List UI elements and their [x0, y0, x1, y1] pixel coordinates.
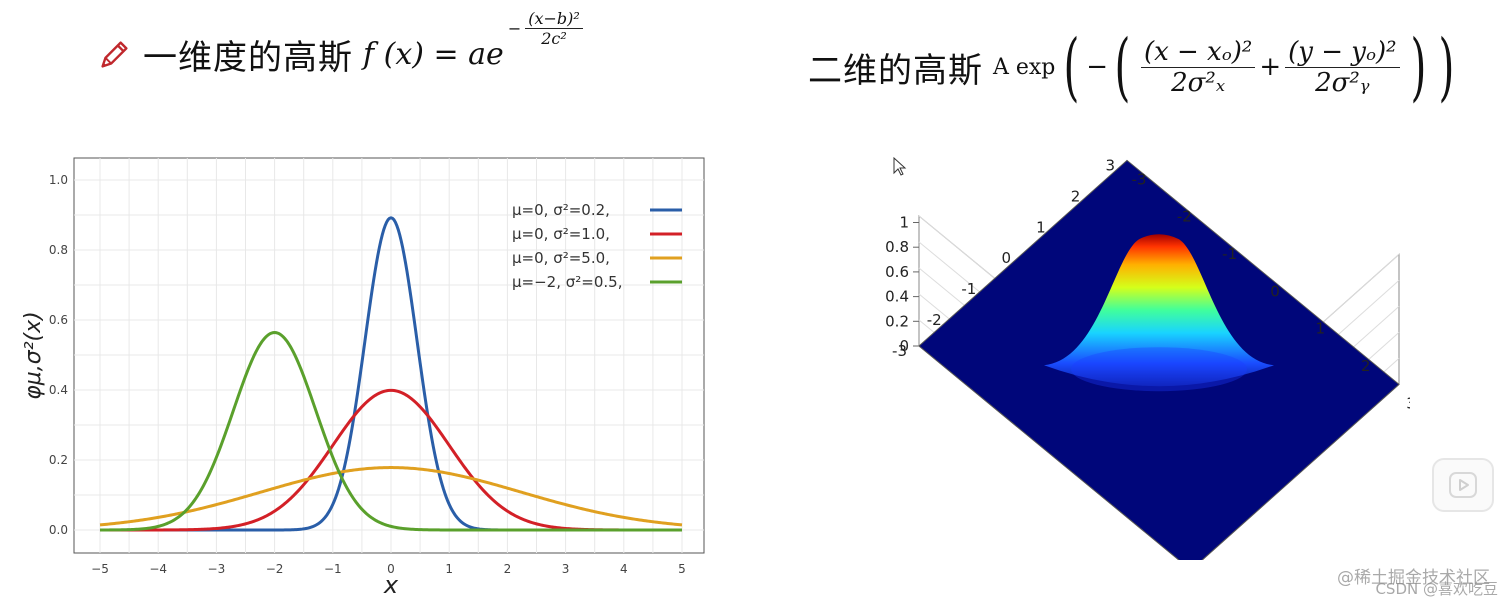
x-tick-label: −2: [266, 562, 284, 576]
z-tick-label: 0: [899, 337, 909, 355]
x-tick-label: 3: [562, 562, 570, 576]
y-tick-label: 3: [1105, 156, 1115, 174]
formula-1d-exp-frac: (x−b)² 2c²: [525, 9, 583, 48]
formula-1d-exp-den: 2c²: [541, 29, 567, 48]
play-button[interactable]: [1432, 458, 1494, 512]
formula-2d: A exp ( − ( (x − xₒ)² 2σ²ₓ + (y − yₒ)² 2…: [993, 30, 1461, 104]
formula-2d-frac2: (y − yₒ)² 2σ²ᵧ: [1285, 37, 1400, 98]
x-tick-label: 1: [445, 562, 453, 576]
surface-base-glow: [1071, 347, 1247, 392]
gaussian-2d-surface-chart: 0 0.2 0.4 0.6 0.8 1 -3 -2 -1 0 1 2 3 -3 -2 -1 0 1 2 3: [885, 156, 1410, 560]
legend-label: μ=0, σ²=0.2,: [512, 201, 610, 219]
y-tick-label: 0.0: [49, 523, 68, 537]
x-tick-label: 4: [620, 562, 628, 576]
heading-2d-gaussian: 二维的高斯 A exp ( − ( (x − xₒ)² 2σ²ₓ + (y − …: [808, 30, 1461, 104]
heading-1d-gaussian: 一维度的高斯 f (x) = ae − (x−b)² 2c²: [95, 9, 587, 79]
y-tick-label: 0.8: [49, 243, 68, 257]
paren-open-outer: (: [1063, 24, 1080, 110]
z-tick-label: 1: [899, 214, 909, 232]
z-tick-label: 0.8: [885, 238, 909, 256]
x-tick-label: 0: [387, 562, 395, 576]
x-tick-label: 2: [504, 562, 512, 576]
z-tick-label: 0.4: [885, 288, 909, 306]
series-line: [99, 331, 682, 532]
y-tick-label: 2: [1071, 187, 1081, 205]
legend-label: μ=0, σ²=5.0,: [512, 249, 610, 267]
cursor-icon: [893, 157, 907, 176]
pencil-icon: [101, 40, 128, 68]
y-tick-label: -2: [927, 311, 942, 329]
y-axis-label: φμ,σ²(x): [21, 311, 46, 399]
x-tick-label: 3: [1406, 394, 1410, 412]
y-tick-label: 0: [1001, 249, 1011, 267]
watermark-csdn: CSDN @喜欢吃豆: [1375, 580, 1498, 598]
formula-1d-lhs: f (x) = ae: [363, 37, 504, 72]
x-tick-label: 1: [1316, 320, 1326, 338]
paren-close-inner: ): [1410, 24, 1426, 110]
y-tick-label: 0.2: [49, 453, 68, 467]
x-tick-label: 0: [1270, 282, 1280, 300]
x-tick-label: −4: [149, 562, 167, 576]
series-line: [99, 466, 683, 527]
x-tick-label: 5: [678, 562, 686, 576]
formula-2d-frac2-num: (y − yₒ)²: [1285, 37, 1400, 68]
y-tick-label: 1: [1036, 218, 1046, 236]
y-tick-label: -1: [961, 280, 976, 298]
legend-label: μ=0, σ²=1.0,: [512, 225, 610, 243]
formula-2d-frac1: (x − xₒ)² 2σ²ₓ: [1140, 37, 1256, 98]
formula-2d-plus: +: [1259, 52, 1282, 82]
y-tick-label: -3: [892, 342, 907, 360]
z-tick-label: 0.2: [885, 312, 909, 330]
paren-close-outer: ): [1438, 24, 1455, 110]
gaussian-surface: [1044, 234, 1274, 387]
formula-1d-exp-num: (x−b)²: [525, 9, 583, 29]
watermark-juejin: @稀土掘金技术社区: [1337, 568, 1490, 588]
x-tick-label: -3: [1132, 170, 1147, 188]
x-axis-label: x: [383, 571, 399, 593]
formula-1d-exponent: − (x−b)² 2c²: [508, 9, 587, 48]
y-tick-label: 0.4: [49, 383, 68, 397]
x-tick-label: −3: [208, 562, 226, 576]
z-tick-label: 0.6: [885, 263, 909, 281]
heading-1d-label: 一维度的高斯: [143, 38, 353, 78]
x-tick-label: -1: [1222, 245, 1237, 263]
formula-2d-frac1-num: (x − xₒ)²: [1140, 37, 1256, 68]
formula-2d-prefix: A exp: [993, 54, 1056, 80]
formula-2d-frac2-den: 2σ²ᵧ: [1315, 67, 1370, 98]
gaussian-1d-chart: 0.0 0.2 0.4 0.6 0.8 1.0 −5 −4 −3 −2 −1 0 1 2 3 4 5 x φμ,σ²…: [21, 157, 705, 593]
play-icon: [1449, 472, 1477, 498]
x-tick-label: −1: [324, 562, 342, 576]
formula-1d: f (x) = ae − (x−b)² 2c²: [363, 9, 587, 74]
paren-open-inner: (: [1114, 24, 1131, 110]
x-tick-label: -2: [1177, 208, 1192, 226]
formula-2d-frac1-den: 2σ²ₓ: [1171, 67, 1226, 98]
heading-2d-label: 二维的高斯: [808, 50, 983, 91]
y-tick-label: 1.0: [49, 173, 68, 187]
x-tick-label: −5: [91, 562, 109, 576]
y-tick-label: 0.6: [49, 313, 68, 327]
x-tick-label: 2: [1361, 357, 1371, 375]
legend-label: μ=−2, σ²=0.5,: [512, 273, 622, 291]
formula-2d-minus: −: [1086, 52, 1109, 82]
formula-1d-exp-sign: −: [507, 19, 522, 38]
